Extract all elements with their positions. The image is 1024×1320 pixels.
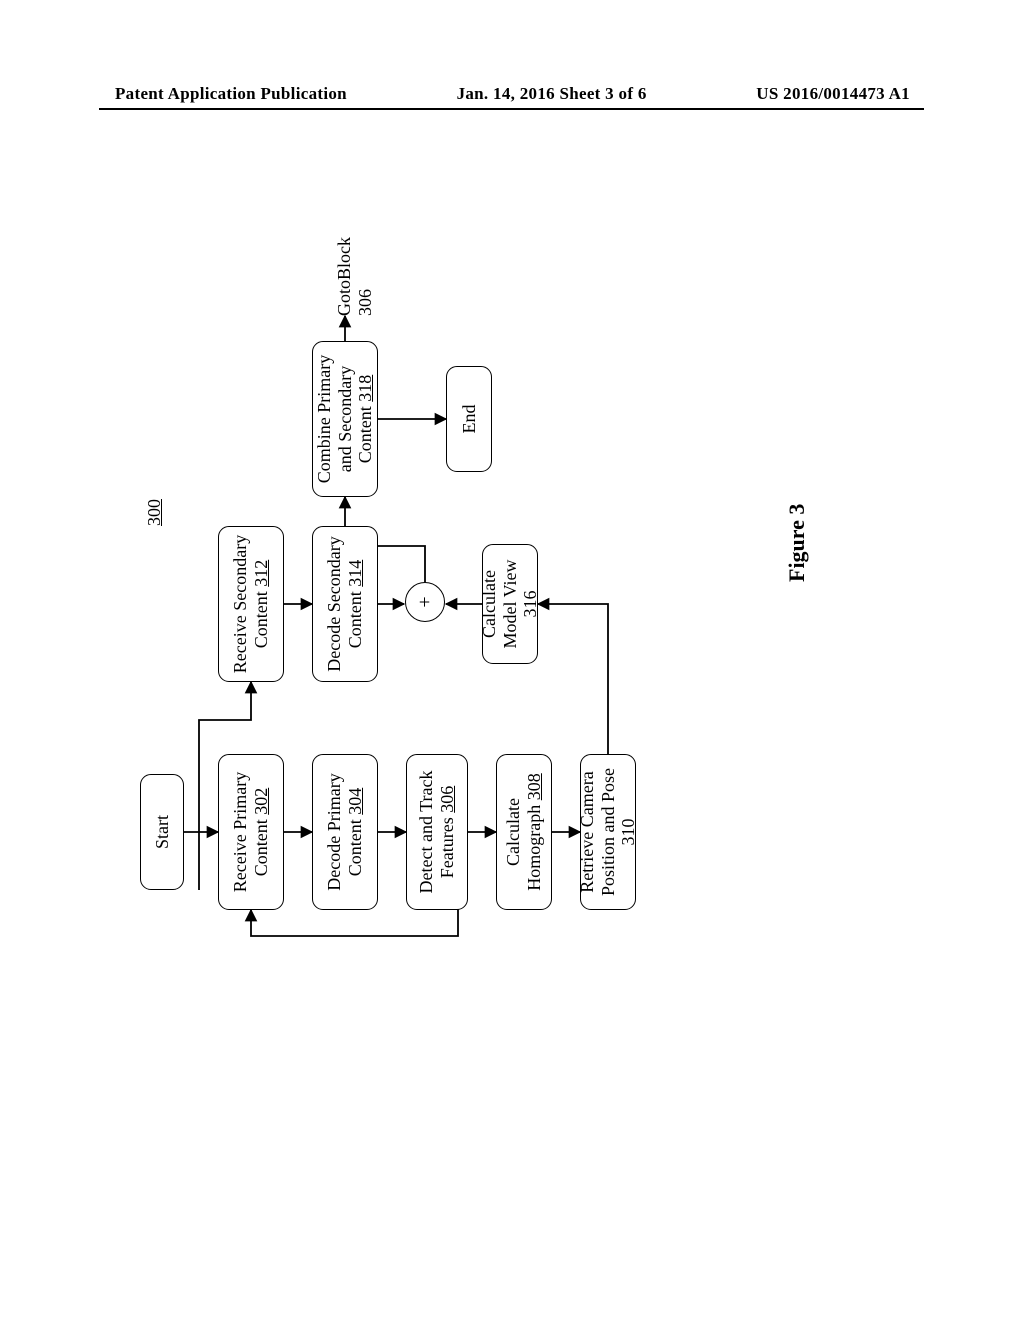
node-304-text: Decode Primary Content 304 <box>324 759 365 905</box>
node-304: Decode Primary Content 304 <box>312 754 378 910</box>
node-316-text: Calculate Model View 316 <box>479 549 541 659</box>
arrow-layer <box>78 220 858 920</box>
start-label: Start <box>152 815 173 849</box>
flow-number-label: 300 <box>144 499 165 526</box>
node-308: Calculate Homograph 308 <box>496 754 552 910</box>
header-left: Patent Application Publication <box>115 84 347 104</box>
end-node: End <box>446 366 492 472</box>
header-center: Jan. 14, 2016 Sheet 3 of 6 <box>457 84 647 104</box>
end-label: End <box>459 405 480 434</box>
figure-area: Start Receive Primary Content 302 Decode… <box>78 220 858 920</box>
node-312-text: Receive Secondary Content 312 <box>230 531 271 677</box>
node-314: Decode Secondary Content 314 <box>312 526 378 682</box>
node-302-text: Receive Primary Content 302 <box>230 759 271 905</box>
node-308-text: Calculate Homograph 308 <box>503 759 544 905</box>
figure-number-label: Figure 3 <box>784 504 810 582</box>
start-node: Start <box>140 774 184 890</box>
node-318: Combine Primary and Secondary Content 31… <box>312 341 378 497</box>
node-316: Calculate Model View 316 <box>482 544 538 664</box>
sum-junction: + <box>405 582 445 622</box>
node-318-text: Combine Primary and Secondary Content 31… <box>314 346 376 492</box>
node-302: Receive Primary Content 302 <box>218 754 284 910</box>
node-306-text: Detect and Track Features 306 <box>416 759 457 905</box>
header-right: US 2016/0014473 A1 <box>756 84 910 104</box>
node-306: Detect and Track Features 306 <box>406 754 468 910</box>
node-310-text: Retrieve Camera Position and Pose 310 <box>577 759 639 905</box>
node-314-text: Decode Secondary Content 314 <box>324 531 365 677</box>
node-312: Receive Secondary Content 312 <box>218 526 284 682</box>
node-310: Retrieve Camera Position and Pose 310 <box>580 754 636 910</box>
header-rule <box>99 108 924 110</box>
goto-block-label: GotoBlock 306 <box>334 220 376 316</box>
